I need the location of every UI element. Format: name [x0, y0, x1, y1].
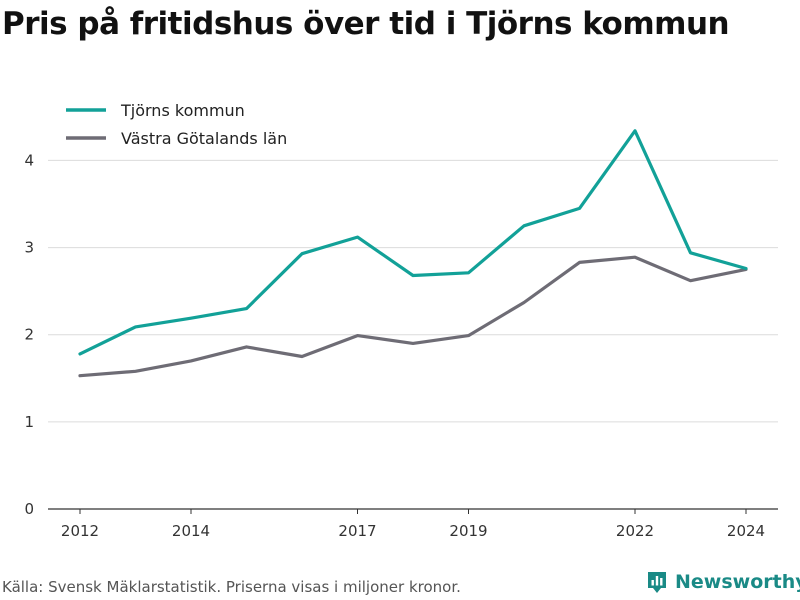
newsworthy-bar-chart-icon	[648, 572, 666, 593]
x-tick-label: 2024	[727, 522, 765, 540]
chart-title: Pris på fritidshus över tid i Tjörns kom…	[2, 6, 730, 42]
y-tick-label: 0	[24, 500, 34, 518]
series-lines	[78, 129, 748, 378]
brand-name: Newsworthy	[675, 571, 800, 593]
x-tick-label: 2022	[616, 522, 654, 540]
legend-label: Tjörns kommun	[120, 101, 245, 120]
source-note: Källa: Svensk Mäklarstatistik. Priserna …	[2, 578, 461, 596]
y-tick-labels: 0 1 2 3 4	[24, 151, 34, 518]
series-line	[78, 255, 748, 378]
grid-lines	[48, 159, 778, 423]
x-axis	[48, 508, 778, 514]
y-tick-label: 2	[24, 326, 34, 344]
x-tick-label: 2017	[338, 522, 376, 540]
x-tick-labels: 2012 2014 2017 2019 2022 2024	[61, 522, 765, 540]
x-tick-label: 2014	[172, 522, 210, 540]
y-tick-label: 1	[24, 413, 34, 431]
y-tick-label: 3	[24, 239, 34, 257]
x-tick-label: 2012	[61, 522, 99, 540]
y-tick-label: 4	[24, 151, 34, 169]
brand-logo: Newsworthy	[645, 570, 800, 594]
series-line	[78, 129, 748, 356]
legend-label: Västra Götalands län	[121, 129, 287, 148]
x-tick-label: 2019	[449, 522, 487, 540]
legend: Tjörns kommun Västra Götalands län	[66, 101, 287, 148]
